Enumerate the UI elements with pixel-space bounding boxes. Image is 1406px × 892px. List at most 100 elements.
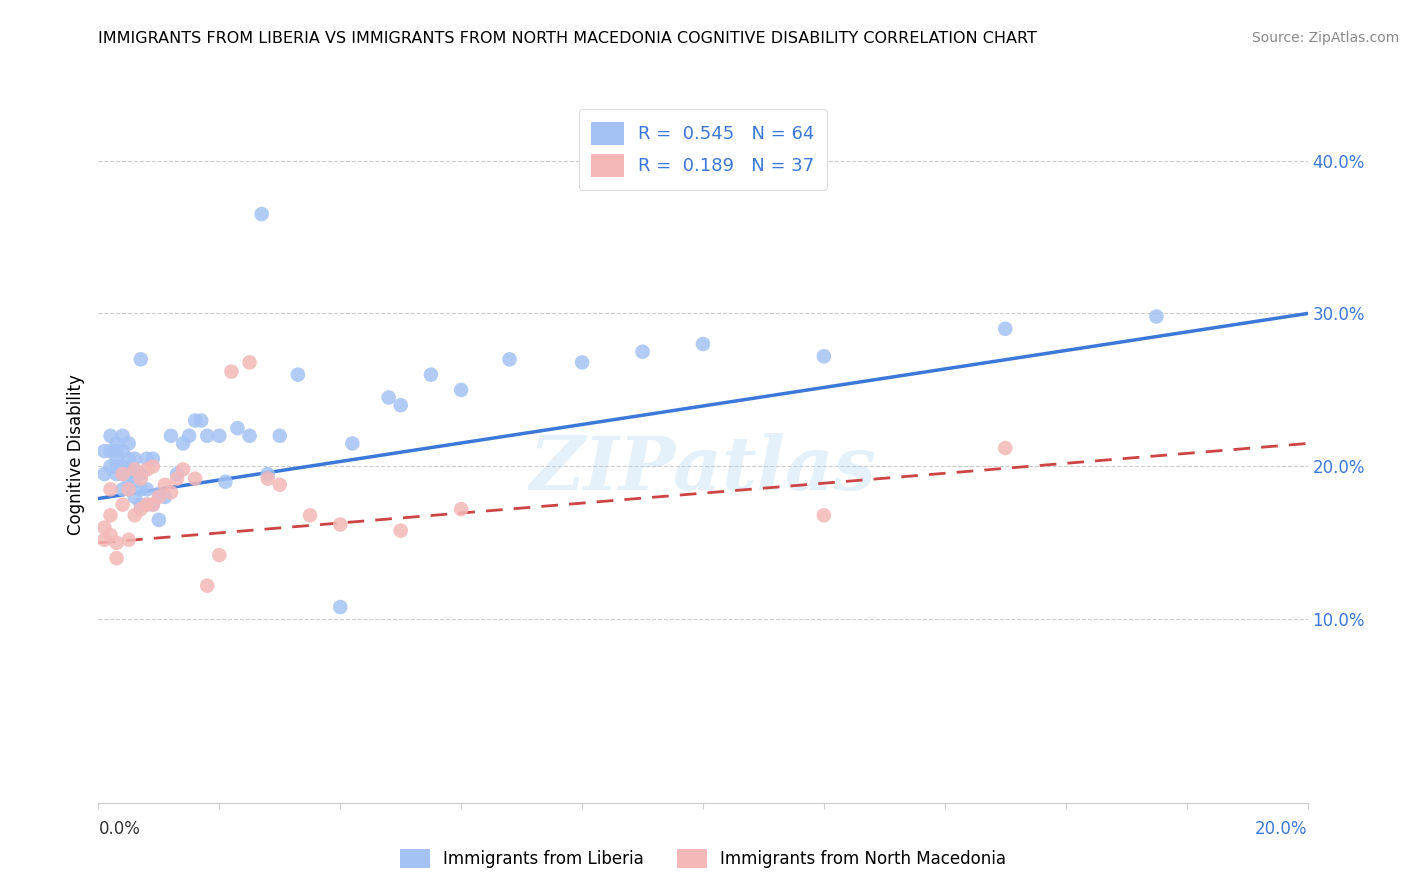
Point bbox=[692, 337, 714, 351]
Point bbox=[118, 483, 141, 497]
Point bbox=[166, 472, 188, 486]
Point bbox=[100, 429, 122, 443]
Point bbox=[124, 475, 146, 489]
Point bbox=[184, 413, 207, 427]
Legend: R =  0.545   N = 64, R =  0.189   N = 37: R = 0.545 N = 64, R = 0.189 N = 37 bbox=[579, 109, 827, 190]
Point bbox=[153, 490, 176, 504]
Point bbox=[111, 444, 134, 458]
Point bbox=[129, 352, 152, 367]
Point bbox=[214, 475, 236, 489]
Text: ZIPatlas: ZIPatlas bbox=[530, 433, 876, 505]
Point bbox=[93, 520, 115, 534]
Y-axis label: Cognitive Disability: Cognitive Disability bbox=[66, 375, 84, 535]
Point bbox=[100, 528, 122, 542]
Point bbox=[342, 436, 364, 450]
Text: IMMIGRANTS FROM LIBERIA VS IMMIGRANTS FROM NORTH MACEDONIA COGNITIVE DISABILITY : IMMIGRANTS FROM LIBERIA VS IMMIGRANTS FR… bbox=[98, 31, 1038, 46]
Point bbox=[256, 472, 278, 486]
Point bbox=[124, 508, 146, 523]
Point bbox=[160, 485, 183, 500]
Point bbox=[111, 459, 134, 474]
Point bbox=[195, 429, 218, 443]
Point bbox=[190, 413, 212, 427]
Point bbox=[195, 579, 218, 593]
Point bbox=[329, 517, 352, 532]
Point bbox=[100, 508, 122, 523]
Point bbox=[256, 467, 278, 481]
Point bbox=[148, 487, 170, 501]
Point bbox=[118, 462, 141, 476]
Point bbox=[111, 467, 134, 481]
Point bbox=[160, 429, 183, 443]
Point bbox=[100, 459, 122, 474]
Point bbox=[135, 498, 157, 512]
Point bbox=[250, 207, 273, 221]
Point bbox=[994, 441, 1017, 455]
Point bbox=[93, 444, 115, 458]
Point bbox=[226, 421, 249, 435]
Point bbox=[994, 322, 1017, 336]
Point bbox=[813, 349, 835, 363]
Legend: Immigrants from Liberia, Immigrants from North Macedonia: Immigrants from Liberia, Immigrants from… bbox=[392, 842, 1014, 875]
Point bbox=[129, 467, 152, 481]
Point bbox=[153, 477, 176, 491]
Text: 20.0%: 20.0% bbox=[1256, 820, 1308, 838]
Point bbox=[124, 462, 146, 476]
Point bbox=[208, 548, 231, 562]
Point bbox=[105, 451, 128, 466]
Point bbox=[389, 524, 412, 538]
Point bbox=[118, 472, 141, 486]
Point bbox=[142, 451, 165, 466]
Point bbox=[571, 355, 593, 369]
Point bbox=[93, 467, 115, 481]
Point bbox=[142, 498, 165, 512]
Point bbox=[631, 344, 654, 359]
Point bbox=[105, 444, 128, 458]
Point bbox=[135, 483, 157, 497]
Point bbox=[419, 368, 441, 382]
Point bbox=[105, 436, 128, 450]
Point bbox=[118, 436, 141, 450]
Point bbox=[105, 536, 128, 550]
Point bbox=[239, 355, 262, 369]
Point bbox=[124, 464, 146, 478]
Point bbox=[111, 467, 134, 481]
Point bbox=[105, 467, 128, 481]
Point bbox=[389, 398, 412, 412]
Point bbox=[105, 459, 128, 474]
Point bbox=[129, 483, 152, 497]
Point bbox=[135, 462, 157, 476]
Point bbox=[129, 472, 152, 486]
Point bbox=[118, 483, 141, 497]
Point bbox=[166, 467, 188, 481]
Point bbox=[172, 436, 194, 450]
Point bbox=[111, 483, 134, 497]
Point bbox=[148, 513, 170, 527]
Point bbox=[129, 498, 152, 512]
Point bbox=[208, 429, 231, 443]
Point bbox=[329, 600, 352, 615]
Point bbox=[93, 533, 115, 547]
Point bbox=[135, 451, 157, 466]
Point bbox=[100, 483, 122, 497]
Point bbox=[172, 462, 194, 476]
Point bbox=[269, 429, 291, 443]
Point bbox=[118, 533, 141, 547]
Point bbox=[118, 451, 141, 466]
Point bbox=[813, 508, 835, 523]
Point bbox=[111, 429, 134, 443]
Point bbox=[124, 490, 146, 504]
Point bbox=[135, 498, 157, 512]
Point bbox=[142, 498, 165, 512]
Point bbox=[100, 444, 122, 458]
Point bbox=[184, 472, 207, 486]
Point bbox=[105, 551, 128, 566]
Point bbox=[450, 383, 472, 397]
Point bbox=[1144, 310, 1167, 324]
Point bbox=[269, 477, 291, 491]
Text: 0.0%: 0.0% bbox=[98, 820, 141, 838]
Point bbox=[287, 368, 309, 382]
Point bbox=[177, 429, 201, 443]
Point bbox=[377, 391, 399, 405]
Point bbox=[111, 498, 134, 512]
Point bbox=[221, 365, 243, 379]
